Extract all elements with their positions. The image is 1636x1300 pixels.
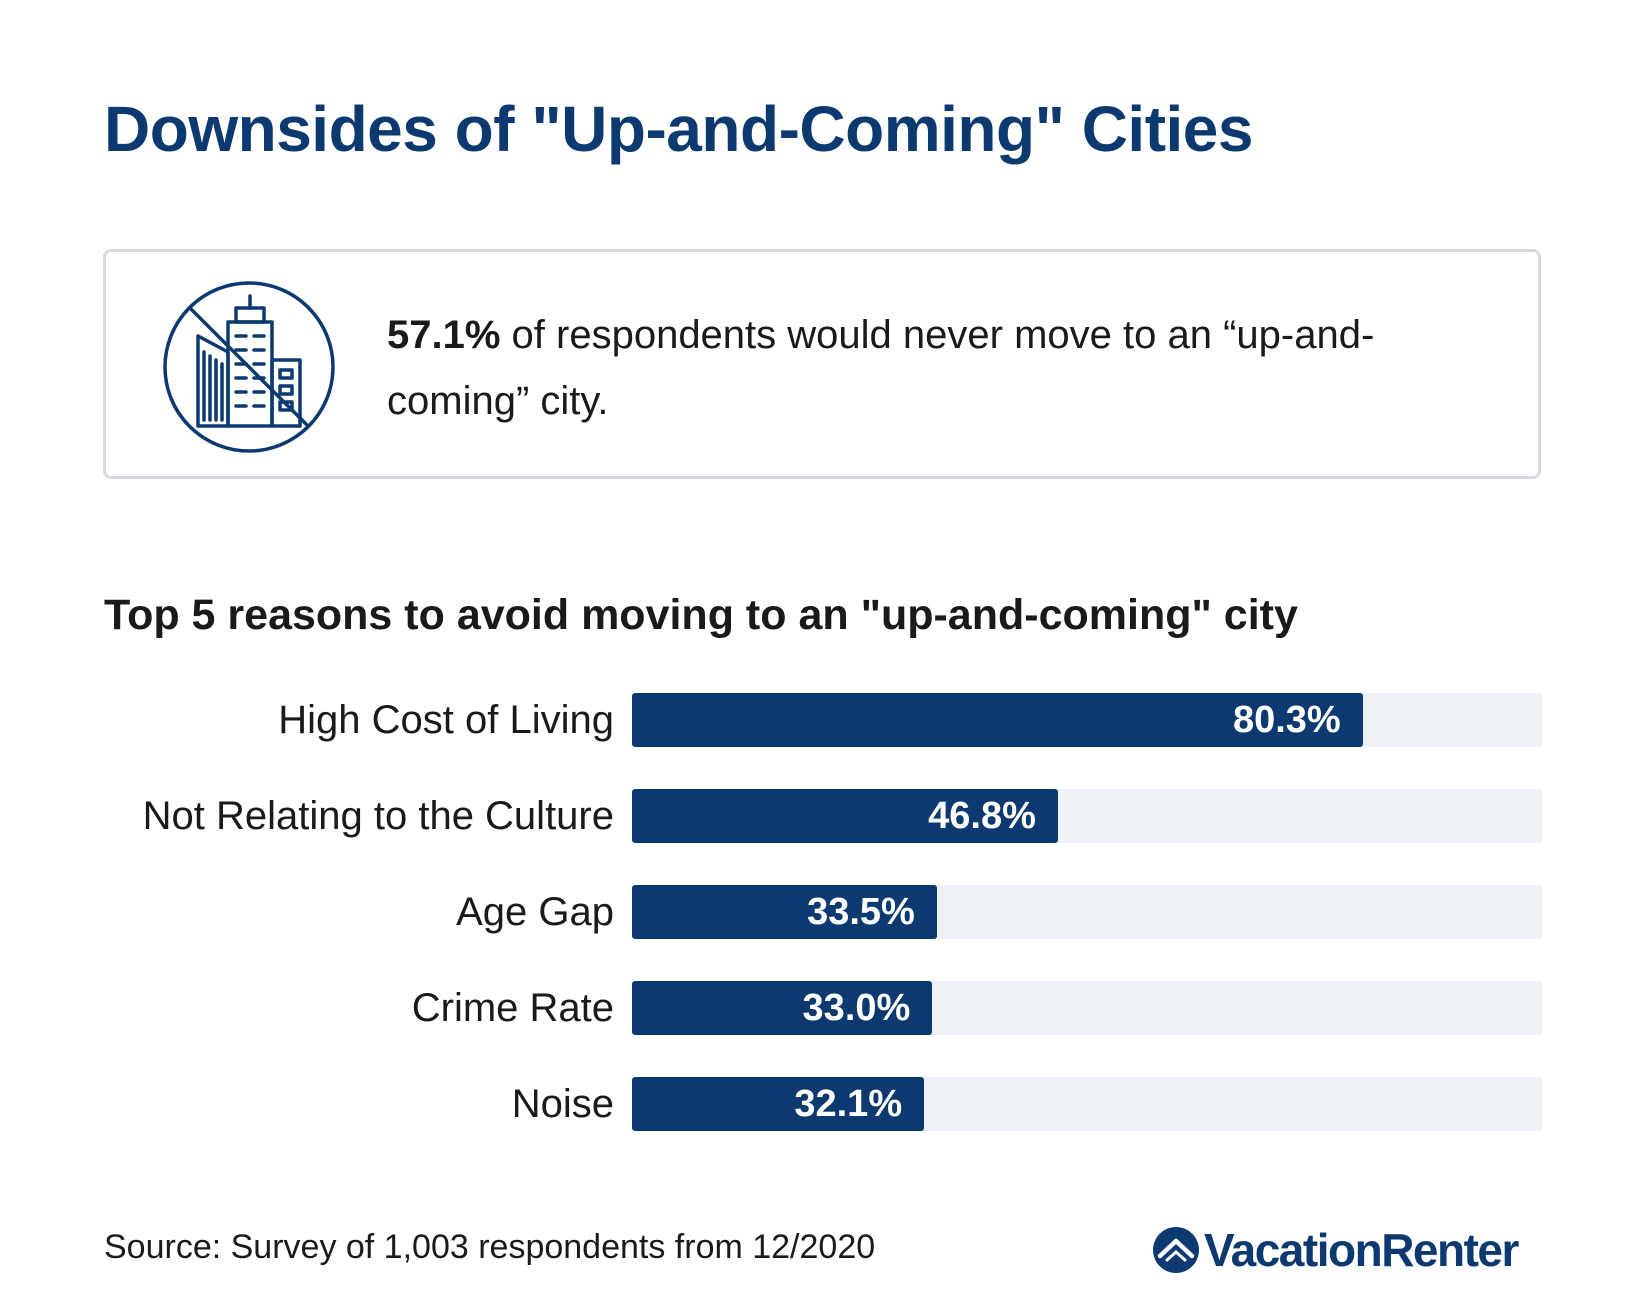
- bar-row: High Cost of Living 80.3%: [0, 693, 1636, 747]
- bar: 80.3%: [632, 693, 1363, 747]
- bar-track: 33.0%: [632, 981, 1542, 1035]
- bar-track: 80.3%: [632, 693, 1542, 747]
- no-city-icon: [163, 281, 335, 453]
- logo-text: VacationRenter: [1204, 1224, 1519, 1276]
- source-note: Source: Survey of 1,003 respondents from…: [104, 1228, 876, 1266]
- bar-category-label: Crime Rate: [411, 986, 614, 1030]
- page-title: Downsides of "Up-and-Coming" Cities: [104, 93, 1253, 165]
- bar-track: 32.1%: [632, 1077, 1542, 1131]
- callout-highlight: 57.1%: [387, 313, 501, 357]
- bar-value-label: 80.3%: [1232, 699, 1341, 741]
- bar-row: Not Relating to the Culture 46.8%: [0, 789, 1636, 843]
- bar-value-label: 33.5%: [807, 891, 915, 933]
- bar: 32.1%: [632, 1077, 925, 1131]
- bar-category-label: High Cost of Living: [278, 698, 614, 742]
- bar: 33.0%: [632, 981, 933, 1035]
- bar: 33.5%: [632, 885, 937, 939]
- bar: 46.8%: [632, 789, 1058, 843]
- bar-value-label: 32.1%: [794, 1083, 903, 1125]
- callout-statement: 57.1% of respondents would never move to…: [387, 302, 1387, 434]
- bar-category-label: Noise: [511, 1082, 614, 1126]
- bar-track: 46.8%: [632, 789, 1542, 843]
- house-logo-icon: [1153, 1227, 1199, 1273]
- bar-value-label: 33.0%: [802, 987, 911, 1029]
- bar-category-label: Age Gap: [456, 890, 614, 934]
- callout-body: of respondents would never move to an “u…: [387, 313, 1375, 423]
- bar-value-label: 46.8%: [928, 795, 1036, 837]
- chart-title: Top 5 reasons to avoid moving to an "up-…: [104, 591, 1298, 639]
- bar-track: 33.5%: [632, 885, 1542, 939]
- bar-row: Age Gap 33.5%: [0, 885, 1636, 939]
- bar-row: Crime Rate 33.0%: [0, 981, 1636, 1035]
- stat-callout: 57.1% of respondents would never move to…: [103, 249, 1541, 479]
- bar-row: Noise 32.1%: [0, 1077, 1636, 1131]
- bar-category-label: Not Relating to the Culture: [142, 794, 614, 838]
- logo: VacationRenter: [1152, 1220, 1519, 1280]
